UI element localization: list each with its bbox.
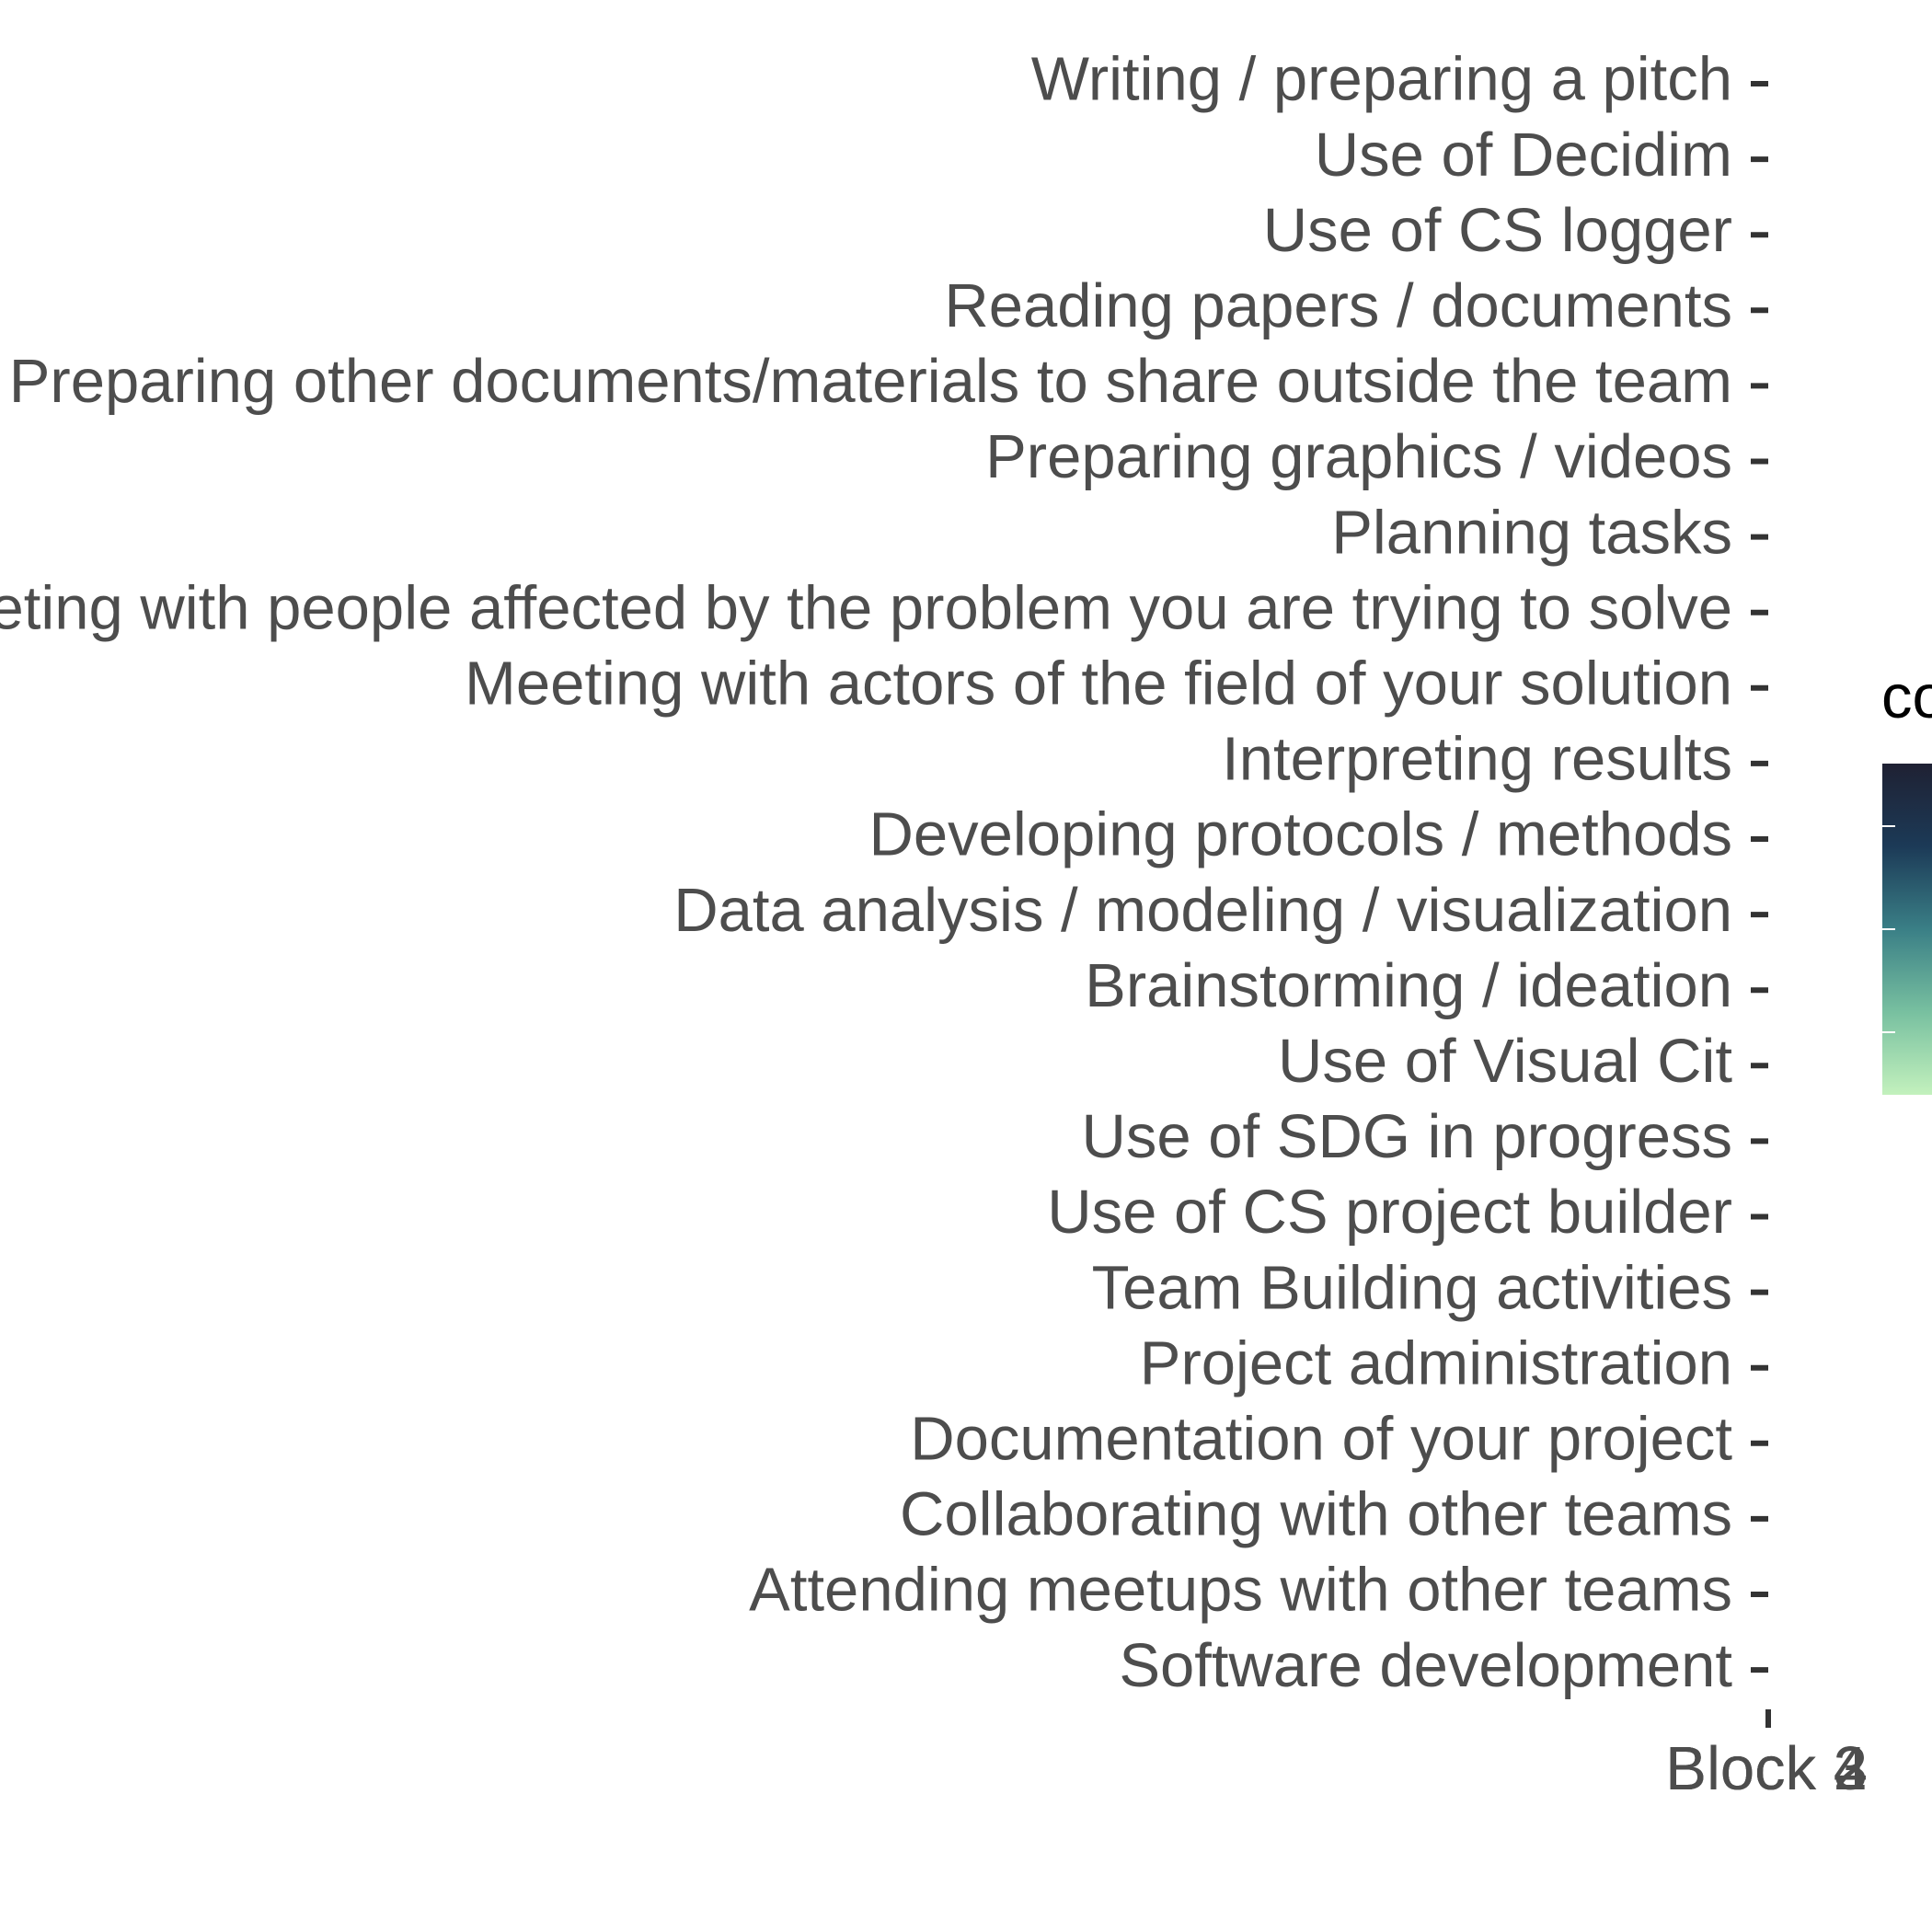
y-tick-label: Project administration [1140,1328,1732,1397]
y-axis: Writing / preparing a pitch Use of Decidi… [0,45,1768,1700]
y-tick-label: Use of CS project builder [1047,1178,1732,1247]
y-tick-label: Data analysis / modeling / visualization [673,876,1732,945]
y-tick-label: Planning tasks [1331,498,1732,567]
y-tick-label: Software development [1119,1631,1732,1700]
y-tick-label: Attending meetups with other teams [749,1556,1732,1625]
y-tick-label: Documentation of your project [910,1405,1732,1474]
y-tick-label: Team Building activities [1092,1253,1732,1322]
y-tick-label: Preparing graphics / videos [985,422,1732,491]
x-tick-label: Block 2 [1665,1734,1868,1803]
y-tick-label: Collaborating with other teams [900,1480,1732,1549]
x-tick-label: Block 4 [1665,1734,1868,1803]
y-tick-label: Developing protocols / methods [868,800,1732,869]
y-tick-label: Brainstorming / ideation [1085,951,1732,1020]
y-tick-label: Preparing other documents/materials to s… [9,347,1732,416]
y-tick-label: Use of Decidim [1315,121,1732,190]
y-tick-label: Use of Visual Cit [1278,1027,1732,1096]
y-tick-label: Interpreting results [1222,725,1732,794]
legend-title: co [1881,662,1932,731]
y-tick-label: Use of CS logger [1263,196,1732,265]
y-tick-label: Meeting with actors of the field of your… [465,650,1732,719]
x-tick-label: Block 3 [1665,1734,1868,1803]
y-tick-label: Meeting with people affected by the prob… [0,573,1732,642]
legend-ticks [1882,825,1895,1033]
y-tick-label: Reading papers / documents [944,271,1732,340]
y-tick-label: Use of SDG in progress [1082,1102,1733,1171]
y-tick-label: Writing / preparing a pitch [1031,45,1732,114]
color-legend: co [1881,662,1932,1095]
